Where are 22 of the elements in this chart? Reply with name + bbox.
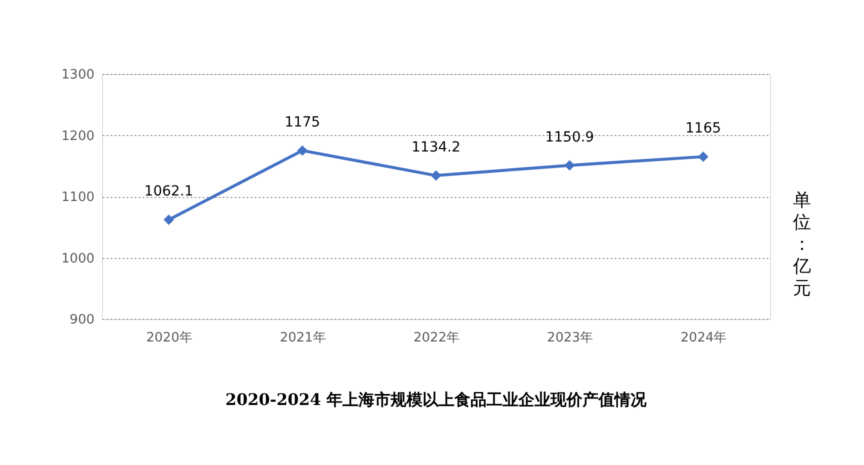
x-tick-label: 2021年 <box>280 330 326 346</box>
data-label: 1175 <box>284 114 320 131</box>
point <box>297 145 308 156</box>
point <box>564 160 575 171</box>
y-axis-title: 单位：亿元 <box>792 190 811 299</box>
y-tick-label: 1200 <box>61 128 94 144</box>
data-label: 1165 <box>685 120 722 137</box>
x-tick-label: 2020年 <box>146 330 192 346</box>
x-tick-label: 2022年 <box>413 330 460 346</box>
data-label: 1062.1 <box>144 184 194 200</box>
x-tick-label: 2023年 <box>547 330 594 346</box>
y-tick-label: 1100 <box>61 190 94 205</box>
y-tick-label: 1300 <box>61 68 94 82</box>
data-label: 1150.9 <box>545 129 594 146</box>
point <box>164 214 174 225</box>
y-tick-label: 1000 <box>61 251 94 266</box>
text: 2020-2024 年上海市规模以上食品工业企业现价产值情况 <box>225 390 648 409</box>
point <box>430 170 442 181</box>
x-tick-label: 2024年 <box>680 330 727 346</box>
y-tick-label: 900 <box>70 312 94 328</box>
point <box>698 151 708 162</box>
data-label: 1134.2 <box>412 140 460 156</box>
